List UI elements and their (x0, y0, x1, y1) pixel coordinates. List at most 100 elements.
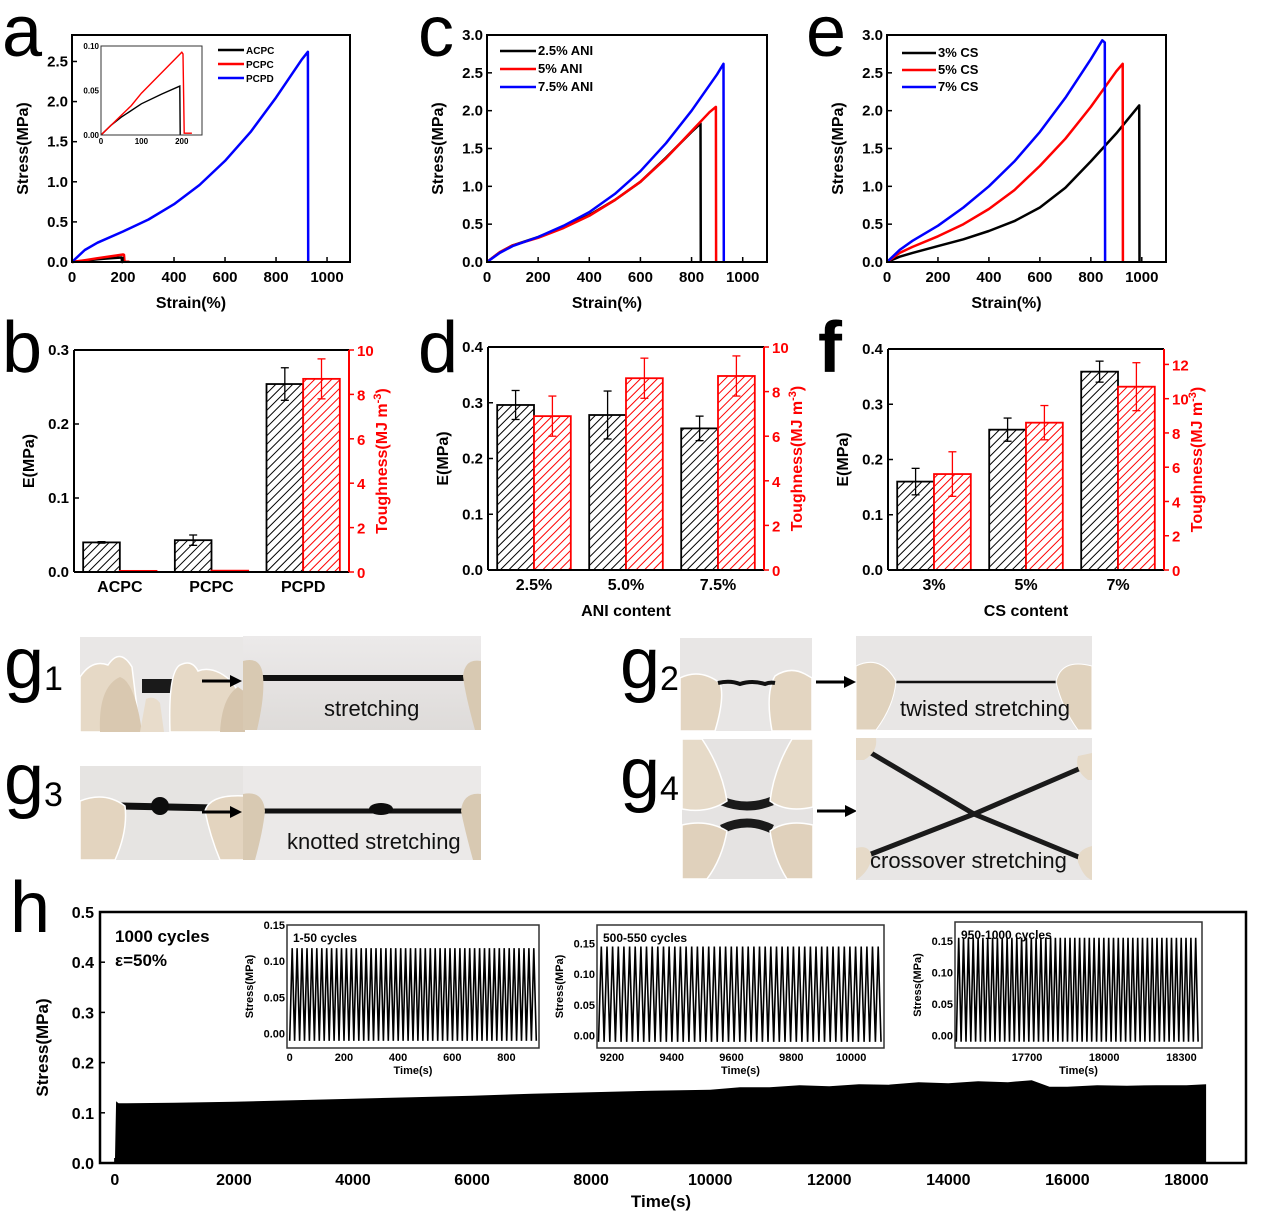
inset-x-tick-label: 200 (335, 1052, 353, 1064)
y-right-tick-label: 4 (357, 476, 366, 493)
g-letter: g (620, 734, 661, 814)
y-right-tick-label: 4 (1172, 494, 1181, 511)
series-line-7-cs (886, 39, 1107, 263)
g-letter: g (4, 624, 45, 704)
x-tick-label: 2000 (216, 1172, 252, 1189)
y-axis-label: E(MPa) (21, 434, 38, 488)
y-right-tick-label: 6 (357, 432, 365, 449)
inset-x-tick-label: 18300 (1166, 1052, 1197, 1064)
g-subscript: 1 (44, 660, 63, 698)
inset-y-tick-label: 0.15 (574, 938, 595, 950)
y-right-tick-label: 8 (1172, 426, 1180, 443)
bar-e (82, 541, 121, 573)
inset-x-tick-label: 9600 (719, 1052, 743, 1064)
panel-label-g2: g2 (620, 628, 679, 700)
x-category-label: PCPD (281, 579, 325, 596)
inset-y-tick-label: 0.15 (932, 936, 953, 948)
x-category-label: 2.5% (516, 577, 552, 594)
inset-x-tick-label: 800 (497, 1052, 515, 1064)
y-tick-label: 1.5 (462, 141, 483, 158)
y-tick-label: 2.0 (47, 94, 68, 111)
y-tick-label: 0.4 (462, 339, 484, 356)
y-tick-label: 0.0 (862, 562, 883, 579)
y-tick-label: 0.1 (48, 490, 69, 507)
series-line-5-cs (886, 62, 1125, 264)
inset-y-tick-label: 0.10 (83, 42, 99, 51)
cyclic-stress-envelope (114, 1080, 1207, 1163)
inset-title: 500-550 cycles (603, 931, 687, 945)
inset-x-tick-label: 600 (443, 1052, 461, 1064)
bar-e (1080, 370, 1119, 571)
y-right-axis-label: Toughness(MJ m-3) (787, 386, 806, 531)
legend-label: 5% ANI (538, 61, 582, 76)
photo-g4-before (682, 739, 813, 879)
inset-y-tick-label: 0.05 (932, 999, 953, 1011)
bar-toughness (533, 415, 572, 571)
plot-area (486, 62, 726, 264)
arrow-icon (202, 675, 242, 687)
inset-x-tick-label: 17700 (1012, 1052, 1043, 1064)
y-tick-label: 0.2 (72, 1056, 94, 1073)
y-right-tick-label: 8 (357, 387, 365, 404)
panel-label-e: e (806, 0, 847, 72)
y-right-tick-label: 8 (772, 385, 780, 402)
y-right-tick-label: 10 (772, 340, 789, 357)
x-tick-label: 200 (526, 269, 551, 286)
x-tick-label: 800 (679, 269, 704, 286)
inset-x-tick-label: 200 (175, 137, 189, 146)
x-category-label: 7% (1106, 577, 1129, 594)
x-axis-label: Strain(%) (156, 295, 226, 312)
inset-1: 0 200 400 600 800 0.00 0.05 0.10 0.15 Time(s) Stre… (244, 920, 540, 1077)
x-tick-label: 16000 (1045, 1172, 1090, 1189)
chart-h-cyclic-stress: 0 2000 4000 6000 8000 10000 12000 14000 16000 180… (33, 905, 1248, 1211)
panel-label-h: h (10, 868, 51, 948)
x-category-label: 3% (922, 577, 945, 594)
y-axis-label: Stress(MPa) (430, 102, 447, 194)
y-tick-label: 0.4 (862, 341, 884, 358)
y-tick-label: 0.0 (862, 254, 883, 271)
legend-label: 2.5% ANI (538, 43, 593, 58)
photo-g2-after: twisted stretching (856, 636, 1092, 730)
photo-caption: stretching (324, 696, 420, 721)
inset-y-axis-label: Stress(MPa) (912, 953, 924, 1017)
x-category-label: ACPC (97, 579, 143, 596)
x-tick-label: 14000 (926, 1172, 971, 1189)
bar-toughness (302, 377, 341, 573)
series-line-7-5-ani (486, 62, 726, 264)
x-tick-label: 0 (883, 269, 891, 286)
crossover-stretched-strips-image (856, 738, 1092, 880)
legend: 2.5% ANI 5% ANI 7.5% ANI (500, 43, 593, 94)
y-right-label-text: ) (374, 388, 391, 393)
inset-cycle-trace (288, 948, 538, 1041)
x-tick-label: 10000 (688, 1172, 733, 1189)
inset-y-tick-label: 0.00 (932, 1030, 953, 1042)
x-tick-label: 1000 (726, 269, 759, 286)
y-right-axis-label: Toughness(MJ m-3) (1187, 387, 1206, 532)
inset-y-axis-label: Stress(MPa) (244, 954, 256, 1018)
chart-f-modulus-toughness-cs: 3% 5% 7% 0.0 0.1 0.2 0.3 0.4 0 2 4 6 8 10 12 E(MPa) Toug… (835, 341, 1206, 620)
y-tick-label: 0.5 (862, 216, 883, 233)
inset-y-tick-label: 0.00 (574, 1031, 595, 1043)
panel-label-b: b (2, 308, 43, 388)
x-category-label: 7.5% (700, 577, 736, 594)
legend-label: PCPD (246, 74, 274, 85)
y-right-tick-label: 12 (1172, 357, 1189, 374)
y-right-tick-label: 0 (357, 565, 365, 582)
x-tick-label: 0 (483, 269, 491, 286)
series-line-pcpd (71, 50, 310, 263)
y-tick-label: 0.5 (47, 214, 68, 231)
y-tick-label: 2.0 (462, 103, 483, 120)
bar-e (988, 428, 1027, 571)
y-right-label-superscript: -3 (1187, 392, 1199, 402)
bar-e (265, 383, 305, 573)
y-right-tick-label: 2 (1172, 529, 1180, 546)
bar-toughness (717, 375, 756, 571)
x-tick-label: 400 (162, 269, 187, 286)
annotation-strain: ε=50% (115, 951, 167, 970)
y-right-tick-label: 2 (772, 518, 780, 535)
y-right-tick-label: 2 (357, 521, 365, 538)
panel-label-g1: g1 (4, 628, 63, 700)
y-right-tick-label: 10 (357, 343, 374, 360)
g-subscript: 3 (44, 776, 63, 814)
y-tick-label: 0.2 (862, 452, 883, 469)
